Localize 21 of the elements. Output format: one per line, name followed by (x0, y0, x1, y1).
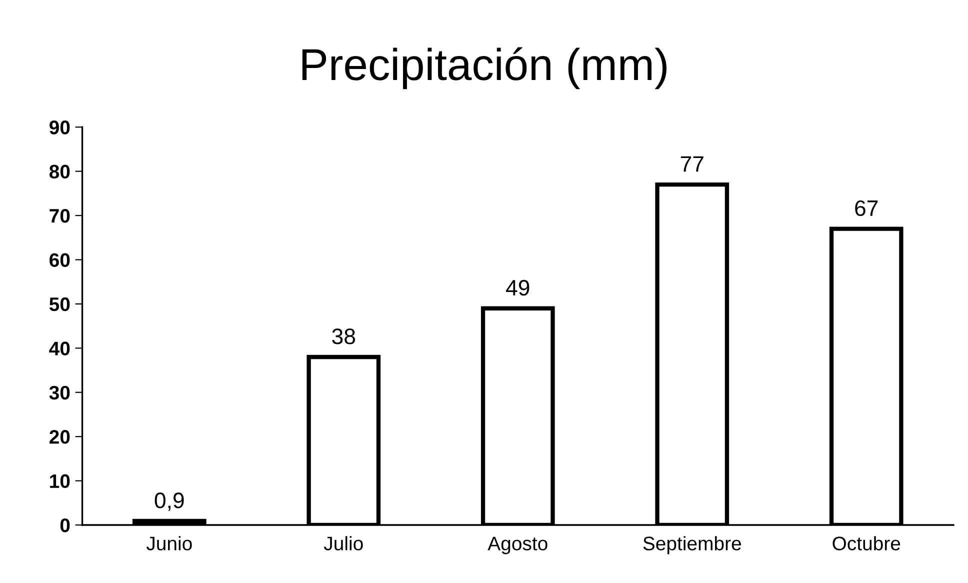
x-tick-label: Septiembre (643, 536, 741, 554)
y-tick-label: 0 (60, 518, 70, 532)
x-tick-label: Junio (146, 536, 192, 550)
y-tick-label: 70 (50, 208, 70, 223)
y-tick-label: 60 (50, 253, 70, 267)
y-tick-label: 40 (49, 342, 70, 356)
y-tick-label: 20 (50, 430, 70, 444)
data-label: 0,9 (154, 492, 184, 511)
y-tick-label: 30 (49, 386, 70, 400)
data-label: 49 (506, 280, 530, 296)
y-tick-label: 80 (49, 164, 70, 179)
y-tick-label: 10 (50, 474, 70, 488)
chart-title: Precipitación (mm) (302, 47, 666, 90)
y-tick-label: 50 (49, 297, 70, 312)
y-tick-label: 90 (50, 120, 70, 134)
x-tick-label: Julio (324, 536, 363, 550)
data-label: 77 (680, 156, 704, 172)
x-tick-label: Agosto (488, 536, 548, 554)
data-label: 67 (855, 200, 878, 216)
data-label: 38 (332, 328, 356, 344)
x-tick-label: Octubre (832, 536, 900, 550)
